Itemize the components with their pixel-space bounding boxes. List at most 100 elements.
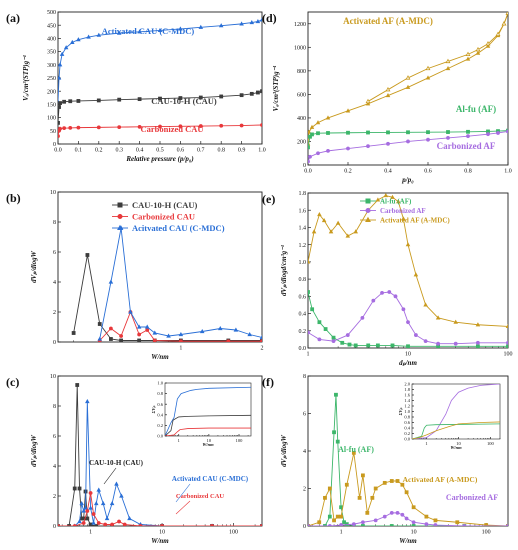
data-point — [373, 486, 378, 491]
data-point — [97, 336, 103, 341]
data-point — [58, 101, 62, 105]
y-tick-label: 8 — [303, 374, 306, 380]
y-tick-label: 1.0 — [157, 381, 163, 386]
y-tick-label: 800 — [297, 69, 306, 75]
data-point — [328, 229, 334, 234]
data-point — [119, 338, 123, 342]
data-point — [259, 17, 262, 22]
x-tick-label: 0.3 — [115, 148, 123, 154]
data-point — [326, 148, 330, 153]
data-point — [83, 505, 88, 510]
data-point — [198, 24, 204, 29]
series-carbonized-af — [412, 384, 500, 439]
data-point — [327, 514, 332, 519]
series-activated-cau-c-mdc- — [58, 398, 262, 526]
series-al-fu-af- — [412, 423, 500, 439]
series-al-fu-af- — [308, 290, 508, 348]
y-tick-label: 4 — [303, 449, 306, 455]
data-point — [423, 302, 428, 307]
data-point — [77, 486, 82, 491]
data-point — [506, 524, 508, 526]
data-point — [81, 521, 86, 525]
y-tick-label: 200 — [47, 89, 56, 95]
panel-label: (b) — [6, 191, 21, 205]
y-tick-label: 0.8 — [299, 277, 307, 283]
data-point — [62, 126, 67, 131]
x-tick-label: 0.9 — [238, 148, 246, 154]
data-point — [347, 342, 352, 347]
data-point — [85, 253, 90, 257]
series-line — [308, 512, 508, 526]
data-point — [308, 159, 310, 164]
data-point — [424, 514, 429, 519]
data-point — [453, 319, 458, 324]
plot-frame — [164, 382, 252, 437]
data-point — [389, 479, 394, 483]
data-point — [86, 34, 91, 39]
data-point — [308, 129, 312, 134]
data-point — [411, 524, 416, 526]
data-point — [219, 123, 224, 128]
data-point — [58, 126, 62, 131]
data-point — [217, 325, 223, 331]
data-point — [166, 333, 171, 338]
legend-label: Carbonized AF — [380, 207, 426, 215]
data-point — [366, 343, 371, 348]
x-tick-label: 0.6 — [177, 148, 185, 154]
data-point — [425, 65, 431, 71]
panel-label: (f) — [262, 375, 274, 389]
data-point — [137, 29, 142, 34]
data-point — [96, 32, 102, 37]
data-point — [506, 344, 508, 348]
series-cau-10-h-cau- — [58, 89, 262, 125]
y-tick-label: 2 — [53, 494, 56, 500]
y-tick-label: 1200 — [294, 22, 306, 28]
data-point — [426, 137, 430, 142]
y-axis-label: dVₚ/dlogW — [280, 434, 288, 467]
y-tick-label: 200 — [297, 140, 306, 146]
data-point — [239, 123, 244, 128]
data-point — [122, 522, 127, 526]
data-point — [395, 510, 400, 515]
y-axis-label: dVₚ/dlogW — [30, 434, 38, 467]
data-point — [104, 515, 110, 521]
y-tick-label: 4 — [53, 280, 56, 286]
data-point — [353, 343, 358, 348]
data-point — [94, 524, 99, 526]
data-point — [100, 500, 106, 506]
data-point — [158, 124, 162, 129]
data-point — [178, 96, 183, 100]
y-tick-label: 1.2 — [299, 243, 307, 249]
data-point — [309, 124, 315, 129]
data-point — [405, 84, 411, 89]
x-tick-label: 0.2 — [95, 148, 103, 154]
data-point — [239, 93, 244, 98]
data-point — [91, 512, 96, 516]
data-point — [160, 524, 164, 526]
data-point — [396, 199, 401, 204]
series-label: Carbonized CAU — [140, 124, 203, 134]
x-axis-label: dₚ/nm — [399, 359, 417, 367]
y-tick-label: 100 — [47, 116, 56, 122]
series-line — [165, 427, 251, 436]
data-point — [413, 272, 419, 277]
x-tick-label: 0.0 — [54, 148, 62, 154]
data-point — [127, 515, 132, 521]
data-point — [340, 340, 345, 345]
data-point — [308, 290, 310, 294]
data-point — [335, 220, 341, 225]
data-point — [405, 242, 411, 247]
data-point — [446, 130, 450, 134]
x-tick-label: 0.4 — [136, 148, 144, 154]
data-point — [424, 522, 429, 526]
legend-label: Activated AF (A-MDC) — [380, 216, 450, 224]
data-point — [119, 493, 124, 498]
data-point — [475, 50, 481, 55]
legend-marker — [117, 214, 123, 220]
series-activated-af-a-mdc-desorption — [365, 12, 508, 104]
data-point — [382, 514, 387, 519]
data-point — [117, 97, 122, 102]
series-label: Activated CAU (C-MDC) — [102, 26, 195, 36]
y-tick-label: 1.4 — [404, 398, 410, 403]
series-line — [412, 384, 500, 439]
